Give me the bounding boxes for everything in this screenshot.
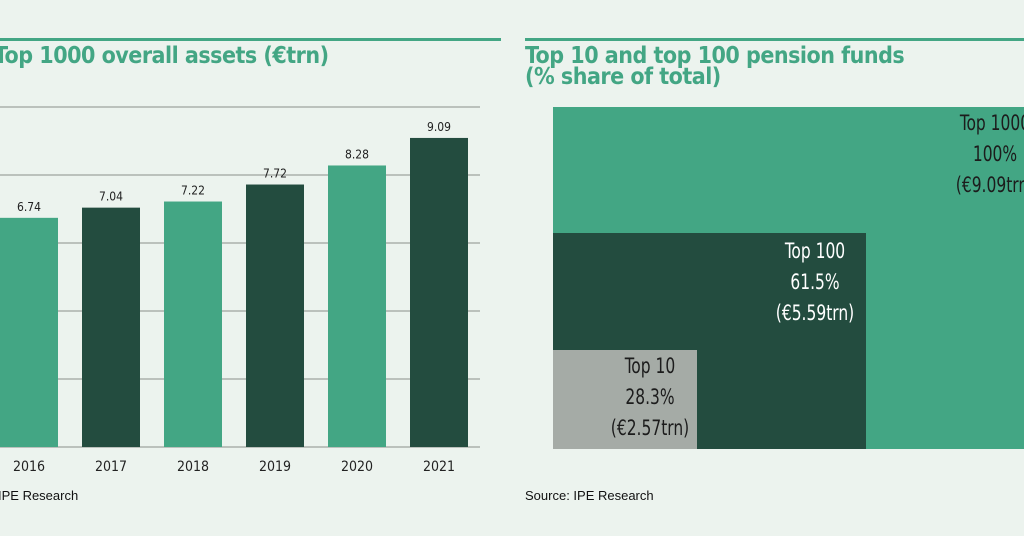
bar-2017 [82,207,140,447]
treemap-value: (€9.09trn) [955,173,1024,197]
right-divider [525,38,1024,41]
bar-2016 [0,217,58,447]
treemap-label: Top 10 28.3% (€2.57trn) [601,351,699,444]
data-label: 7.72 [263,167,287,181]
data-label: 9.09 [427,120,451,134]
x-tick-label: 2016 [13,459,45,475]
treemap-label: Top 100 61.5% (€5.59trn) [766,236,864,329]
x-tick-label: 2017 [95,459,127,475]
treemap-name: Top 10 [624,354,676,378]
treemap-value: (€2.57trn) [610,416,690,440]
x-tick-label: 2018 [177,459,209,475]
data-label: 6.74 [17,200,41,214]
bar-chart-source: IPE Research [0,488,79,503]
treemap-share: 28.3% [625,385,675,409]
treemap-title: Top 10 and top 100 pension funds (% shar… [525,43,905,90]
treemap-share: 61.5% [790,270,840,294]
treemap-label: Top 1000 100% (€9.09trn) [942,108,1024,201]
bar-2018 [164,201,222,447]
x-tick-label: 2020 [341,459,373,475]
treemap-name: Top 100 [784,239,846,263]
bar-2020 [328,165,386,448]
bar-2021 [410,137,468,447]
treemap-source: Source: IPE Research [525,488,654,503]
treemap-share: 100% [972,142,1018,166]
treemap-box-top-10 [553,350,697,449]
left-divider [0,38,501,41]
data-label: 7.04 [99,190,123,204]
x-tick-label: 2019 [259,459,291,475]
bar-2019 [246,184,304,447]
data-label: 7.22 [181,184,205,198]
treemap-value: (€5.59trn) [775,301,855,325]
data-label: 8.28 [345,147,369,161]
x-tick-label: 2021 [423,459,455,475]
treemap-name: Top 1000 [959,111,1024,135]
bar-chart: 6.74 2016 7.04 2017 7.22 2018 7.72 2019 8.28 2020… [0,106,480,475]
bar-chart-title: Top 1000 overall assets (€trn) [0,43,329,69]
